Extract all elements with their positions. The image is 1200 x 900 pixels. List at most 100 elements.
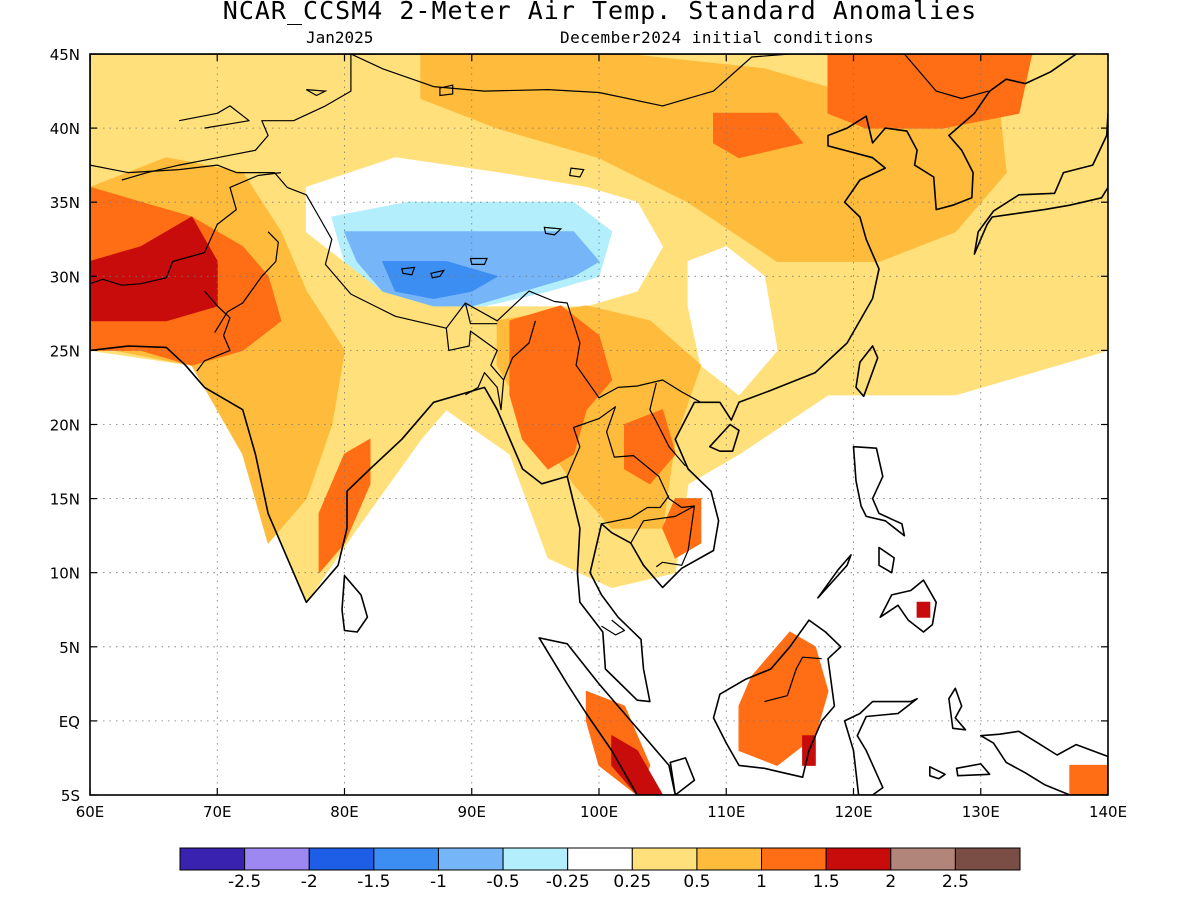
colorbar-label: -2.5 <box>228 872 261 892</box>
anomaly-region-21 <box>916 601 931 618</box>
country-border <box>601 619 626 636</box>
anomaly-region-11 <box>624 409 676 485</box>
y-tick-label: EQ <box>59 713 80 731</box>
colorbar-label: 2 <box>885 872 896 892</box>
colorbar-label: 0.25 <box>613 872 651 892</box>
coastline <box>852 445 906 537</box>
anomaly-region-4 <box>382 261 498 299</box>
country-borders <box>90 54 989 703</box>
country-border <box>649 382 686 467</box>
colorbar-label: 2.5 <box>942 872 969 892</box>
coastline <box>843 697 918 795</box>
coastline <box>90 54 1077 703</box>
anomaly-region-18 <box>1069 764 1108 795</box>
colorbar-swatch <box>954 847 1021 871</box>
initial-conditions-label: December2024 initial conditions <box>560 28 875 47</box>
axis-ticks: 60E 70E 80E 90E 100E 110E 120E 130E 140E 45N 40N 35… <box>50 46 1127 821</box>
country-border <box>90 172 281 286</box>
coastline <box>879 579 938 633</box>
colorbar-swatch <box>761 847 827 871</box>
country-border <box>464 302 498 325</box>
coastline <box>341 574 369 633</box>
anomaly-region-20 <box>611 735 664 795</box>
colorbar-label: 0.5 <box>683 872 710 892</box>
colorbar-swatch <box>696 847 763 871</box>
x-tick-label: 70E <box>203 803 232 821</box>
coastline <box>817 554 852 599</box>
coastline <box>712 619 842 779</box>
y-tick-label: 15N <box>50 491 80 509</box>
anomaly-region-14 <box>827 54 1033 129</box>
coastline <box>878 546 896 574</box>
coastlines <box>90 54 1108 795</box>
y-tick-label: 35N <box>50 194 80 212</box>
colorbar-swatch <box>890 847 956 871</box>
y-tick-label: 30N <box>50 268 80 286</box>
anomaly-region-5 <box>687 246 778 396</box>
x-tick-label: 130E <box>962 803 1000 821</box>
coastline <box>979 730 1108 795</box>
x-tick-label: 120E <box>834 803 872 821</box>
lake-outline <box>569 167 585 178</box>
anomaly-region-15 <box>713 112 804 159</box>
y-tick-label: 25N <box>50 342 80 360</box>
country-border <box>566 406 695 509</box>
x-tick-label: 60E <box>76 803 105 821</box>
lake-outline <box>439 84 454 97</box>
country-border <box>601 495 670 525</box>
colorbar-swatch <box>567 847 633 871</box>
colorbar-label: -1 <box>430 872 447 892</box>
colorbar-swatch <box>631 847 698 871</box>
chart-title: NCAR_CCSM4 2-Meter Air Temp. Standard An… <box>222 0 978 25</box>
colorbar-label: -1.5 <box>357 872 390 892</box>
country-border <box>764 656 822 703</box>
coastline <box>538 637 677 795</box>
country-border <box>630 505 696 568</box>
forecast-month-label: Jan2025 <box>306 28 374 47</box>
country-border <box>503 320 536 381</box>
y-tick-label: 20N <box>50 417 80 435</box>
coastline <box>955 763 991 777</box>
country-border <box>445 328 505 411</box>
country-border <box>214 231 279 333</box>
x-tick-label: 80E <box>330 803 359 821</box>
country-border <box>903 54 989 100</box>
country-border <box>196 290 231 372</box>
colorbar-swatch <box>502 847 569 871</box>
country-border <box>121 54 352 181</box>
colorbar-label: -0.5 <box>486 872 519 892</box>
x-tick-label: 110E <box>707 803 745 821</box>
lake-outline <box>305 89 328 97</box>
coastline <box>973 112 1108 255</box>
y-tick-label: 45N <box>50 46 80 64</box>
country-border <box>344 54 378 55</box>
coastline <box>708 423 740 453</box>
coastline <box>948 687 967 731</box>
y-tick-label: 5S <box>61 787 80 805</box>
colorbar-swatch <box>373 847 439 871</box>
graticule <box>90 54 1108 795</box>
lake-outline <box>401 266 416 276</box>
anomaly-region-12 <box>318 438 371 574</box>
country-border <box>178 105 250 129</box>
lake-outline <box>469 257 488 265</box>
colorbar-swatch <box>244 847 310 871</box>
coastline <box>855 345 879 398</box>
y-tick-label: 10N <box>50 565 80 583</box>
colorbar: -2.5 -2 -1.5 -1 -0.5 -0.25 0.25 0.5 1 1.5 2 2.5 <box>179 847 1021 892</box>
lake-outline <box>430 269 446 279</box>
colorbar-label: -2 <box>301 872 318 892</box>
colorbar-label: 1.5 <box>813 872 840 892</box>
y-tick-label: 5N <box>59 639 80 657</box>
colorbar-label: -0.25 <box>546 872 590 892</box>
x-tick-label: 100E <box>580 803 618 821</box>
y-tick-label: 40N <box>50 120 80 138</box>
x-tick-label: 140E <box>1089 803 1127 821</box>
coastline <box>669 757 696 795</box>
colorbar-swatch <box>179 847 246 871</box>
colorbar-swatch <box>308 847 375 871</box>
colorbar-label: 1 <box>756 872 767 892</box>
colorbar-swatch <box>825 847 892 871</box>
colorbar-swatch <box>437 847 504 871</box>
